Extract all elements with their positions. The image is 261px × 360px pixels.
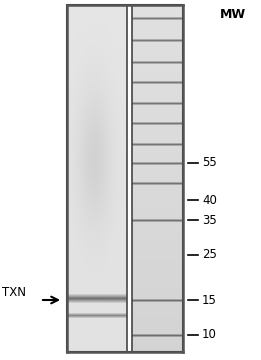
Text: 55: 55 <box>202 157 217 170</box>
Bar <box>67 5 183 352</box>
Text: 10: 10 <box>202 328 217 342</box>
Text: 15: 15 <box>202 293 217 306</box>
Text: MW: MW <box>220 8 246 21</box>
Text: 40: 40 <box>202 194 217 207</box>
Text: 35: 35 <box>202 213 217 226</box>
Text: TXN: TXN <box>2 285 26 298</box>
Text: 25: 25 <box>202 248 217 261</box>
